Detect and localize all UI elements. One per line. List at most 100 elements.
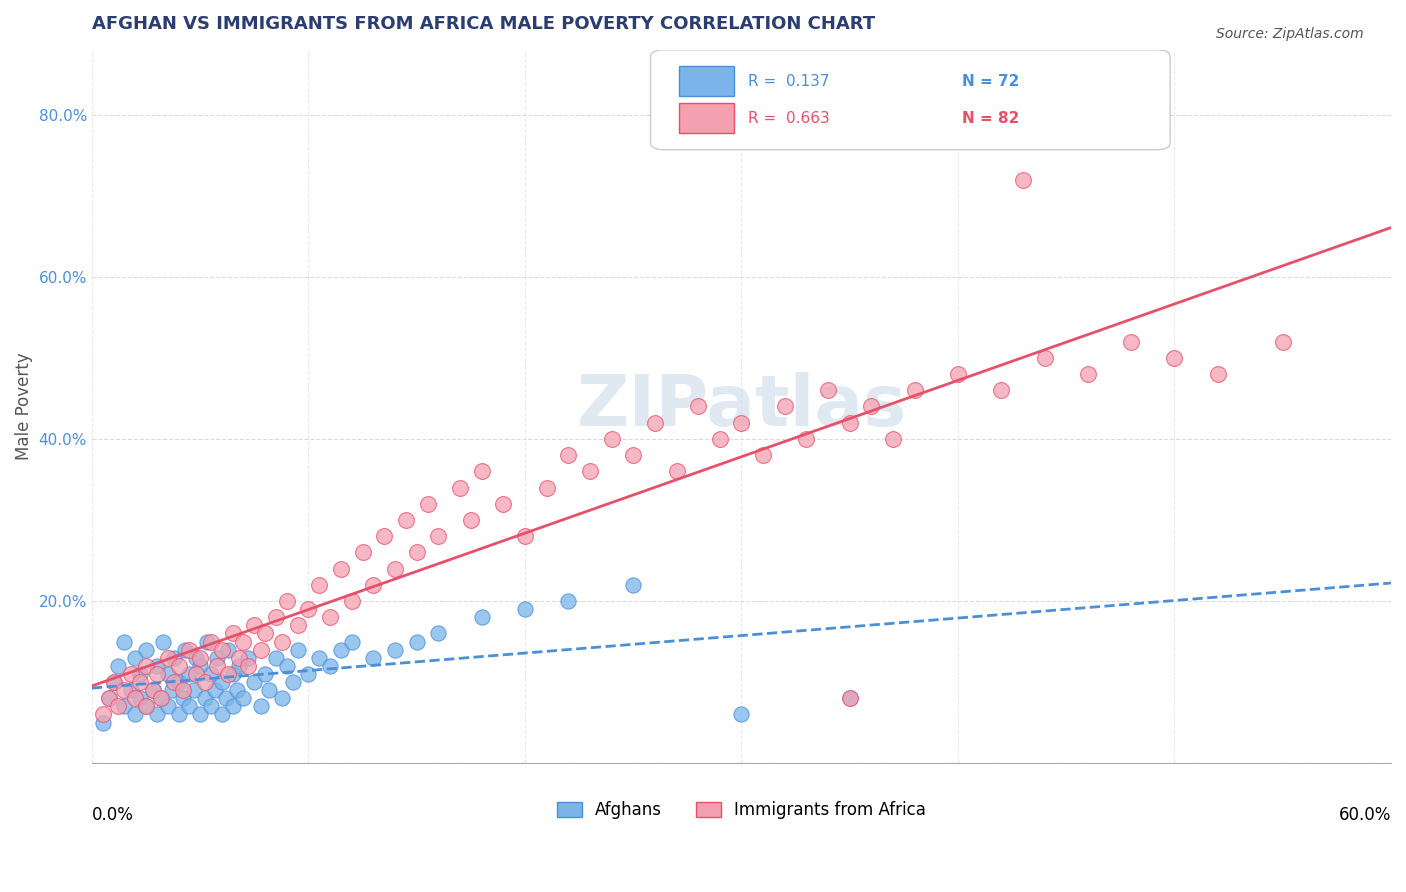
Immigrants from Africa — [838, 416, 860, 430]
Afghans — [167, 675, 190, 690]
Immigrants from Africa — [98, 691, 121, 706]
Immigrants from Africa — [1033, 351, 1056, 365]
Afghans — [249, 699, 271, 714]
Immigrants from Africa — [1271, 334, 1294, 349]
Afghans — [221, 667, 243, 681]
Afghans — [156, 699, 179, 714]
Afghans — [329, 642, 352, 657]
Immigrants from Africa — [644, 416, 666, 430]
Afghans — [183, 683, 205, 698]
Afghans — [308, 650, 330, 665]
Legend: Afghans, Immigrants from Africa: Afghans, Immigrants from Africa — [550, 795, 932, 826]
Afghans — [557, 594, 579, 608]
Afghans — [319, 658, 342, 673]
Afghans — [228, 658, 250, 673]
Afghans — [471, 610, 494, 624]
Immigrants from Africa — [817, 384, 839, 398]
Immigrants from Africa — [103, 675, 125, 690]
Immigrants from Africa — [621, 448, 644, 462]
Afghans — [200, 667, 222, 681]
Afghans — [232, 691, 254, 706]
Afghans — [156, 667, 179, 681]
Immigrants from Africa — [688, 400, 710, 414]
Immigrants from Africa — [557, 448, 579, 462]
Immigrants from Africa — [163, 675, 186, 690]
Immigrants from Africa — [1121, 334, 1143, 349]
Afghans — [283, 675, 305, 690]
Afghans — [276, 658, 298, 673]
Immigrants from Africa — [112, 683, 135, 698]
Afghans — [226, 683, 249, 698]
Afghans — [112, 634, 135, 648]
Immigrants from Africa — [217, 667, 239, 681]
Afghans — [271, 691, 294, 706]
Immigrants from Africa — [249, 642, 271, 657]
Afghans — [179, 667, 201, 681]
Afghans — [179, 699, 201, 714]
Immigrants from Africa — [460, 513, 482, 527]
Immigrants from Africa — [449, 481, 471, 495]
Immigrants from Africa — [329, 561, 352, 575]
Immigrants from Africa — [492, 497, 515, 511]
Immigrants from Africa — [128, 675, 150, 690]
Afghans — [146, 707, 169, 722]
Immigrants from Africa — [1206, 367, 1229, 381]
Immigrants from Africa — [179, 642, 201, 657]
Afghans — [621, 578, 644, 592]
Afghans — [135, 699, 157, 714]
Immigrants from Africa — [120, 667, 142, 681]
Immigrants from Africa — [352, 545, 374, 559]
Immigrants from Africa — [427, 529, 450, 543]
Afghans — [193, 691, 215, 706]
Immigrants from Africa — [124, 691, 146, 706]
Immigrants from Africa — [167, 658, 190, 673]
Immigrants from Africa — [221, 626, 243, 640]
Text: R =  0.137: R = 0.137 — [748, 74, 830, 88]
Immigrants from Africa — [184, 667, 207, 681]
Immigrants from Africa — [730, 416, 752, 430]
Afghans — [103, 675, 125, 690]
Immigrants from Africa — [773, 400, 796, 414]
Immigrants from Africa — [860, 400, 883, 414]
Immigrants from Africa — [946, 367, 969, 381]
Afghans — [243, 675, 266, 690]
Afghans — [259, 683, 281, 698]
Afghans — [384, 642, 406, 657]
Bar — [679, 103, 734, 133]
Text: Source: ZipAtlas.com: Source: ZipAtlas.com — [1216, 27, 1364, 41]
Afghans — [141, 683, 163, 698]
Immigrants from Africa — [579, 464, 602, 478]
Afghans — [200, 699, 222, 714]
Afghans — [211, 707, 233, 722]
Afghans — [207, 650, 229, 665]
Immigrants from Africa — [373, 529, 395, 543]
Afghans — [427, 626, 450, 640]
Afghans — [363, 650, 385, 665]
Afghans — [215, 691, 238, 706]
Immigrants from Africa — [904, 384, 927, 398]
Immigrants from Africa — [471, 464, 494, 478]
Afghans — [152, 634, 174, 648]
Text: AFGHAN VS IMMIGRANTS FROM AFRICA MALE POVERTY CORRELATION CHART: AFGHAN VS IMMIGRANTS FROM AFRICA MALE PO… — [91, 15, 875, 33]
Afghans — [174, 642, 197, 657]
Immigrants from Africa — [254, 626, 277, 640]
Afghans — [297, 667, 319, 681]
Y-axis label: Male Poverty: Male Poverty — [15, 352, 32, 460]
Text: N = 72: N = 72 — [962, 74, 1019, 88]
Afghans — [128, 667, 150, 681]
Immigrants from Africa — [416, 497, 439, 511]
Immigrants from Africa — [1163, 351, 1185, 365]
Immigrants from Africa — [1012, 172, 1035, 186]
Afghans — [405, 634, 427, 648]
Immigrants from Africa — [752, 448, 775, 462]
Afghans — [188, 658, 211, 673]
Immigrants from Africa — [135, 699, 157, 714]
Afghans — [120, 683, 142, 698]
Immigrants from Africa — [211, 642, 233, 657]
Afghans — [236, 650, 259, 665]
Afghans — [112, 699, 135, 714]
Immigrants from Africa — [264, 610, 287, 624]
Afghans — [91, 715, 114, 730]
Immigrants from Africa — [384, 561, 406, 575]
Afghans — [124, 707, 146, 722]
